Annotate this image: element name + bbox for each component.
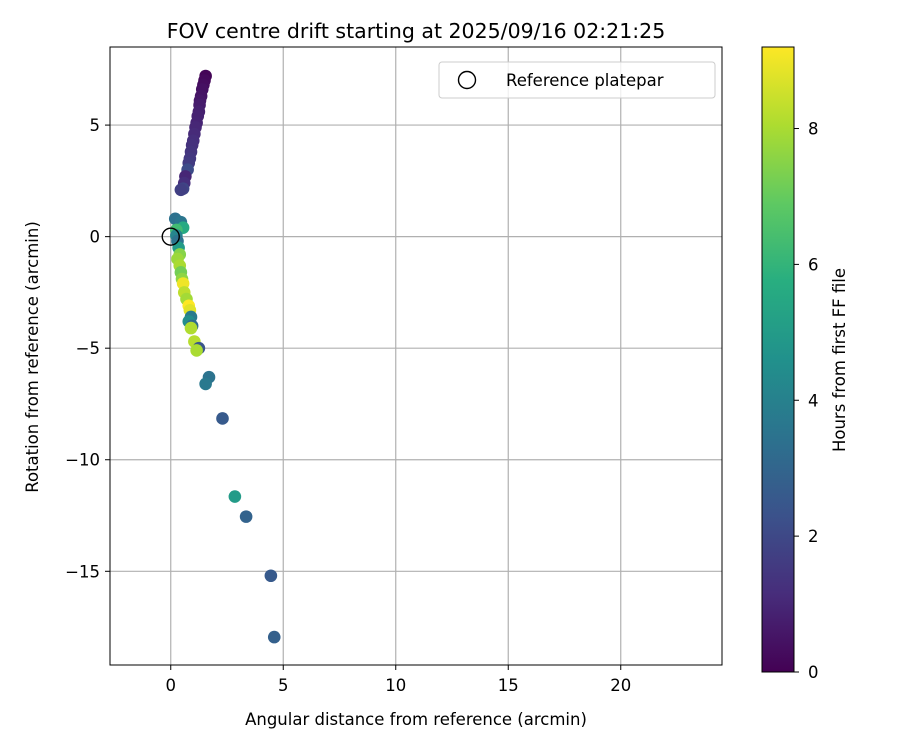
legend-box — [438, 61, 716, 99]
data-point-45 — [190, 344, 203, 357]
colorbar-gradient — [761, 46, 795, 673]
x-tick-label-3: 15 — [498, 676, 519, 695]
legend-marker — [457, 70, 477, 90]
reference-platepar-marker — [161, 227, 180, 246]
data-point-47 — [199, 377, 212, 391]
grid — [110, 47, 722, 665]
y-tick-label-0: −15 — [65, 562, 100, 581]
colorbar-tick-label-2: 4 — [808, 391, 819, 410]
data-point-21 — [174, 183, 188, 197]
y-tick-label-4: 5 — [90, 116, 101, 135]
colorbar-tick-label-4: 8 — [808, 120, 819, 139]
plot-frame — [109, 46, 723, 666]
data-point-48 — [216, 412, 229, 425]
colorbar-label: Hours from first FF file — [830, 268, 849, 452]
y-tick-label-2: −5 — [76, 339, 100, 358]
data-point-49 — [228, 490, 242, 503]
data-points — [168, 69, 281, 644]
y-axis-label: Rotation from reference (arcmin) — [23, 221, 42, 493]
x-tick-label-0: 0 — [166, 676, 177, 695]
x-tick-label-4: 20 — [610, 676, 631, 695]
x-tick-label-1: 5 — [278, 676, 289, 695]
colorbar-tick-label-3: 6 — [808, 255, 819, 274]
data-point-50 — [239, 510, 253, 523]
data-point-42 — [184, 321, 198, 335]
colorbar-ticks: 0 2 4 6 8 — [794, 120, 819, 682]
colorbar: 0 2 4 6 8 Hours from first FF file — [761, 46, 849, 682]
chart-title: FOV centre drift starting at 2025/09/16 … — [167, 19, 666, 43]
data-point-52 — [267, 630, 281, 644]
x-axis-ticks: 0 5 10 15 20 — [166, 665, 631, 695]
colorbar-tick-label-0: 0 — [808, 663, 819, 682]
legend: Reference platepar — [438, 61, 716, 99]
legend-label: Reference platepar — [506, 71, 664, 90]
x-axis-label: Angular distance from reference (arcmin) — [245, 710, 587, 729]
colorbar-tick-label-1: 2 — [808, 527, 819, 546]
y-tick-label-3: 0 — [90, 228, 101, 247]
y-axis-ticks: −15 −10 −5 0 5 — [65, 116, 110, 581]
data-point-51 — [264, 569, 278, 583]
x-tick-label-2: 10 — [385, 676, 406, 695]
y-tick-label-1: −10 — [65, 451, 100, 470]
